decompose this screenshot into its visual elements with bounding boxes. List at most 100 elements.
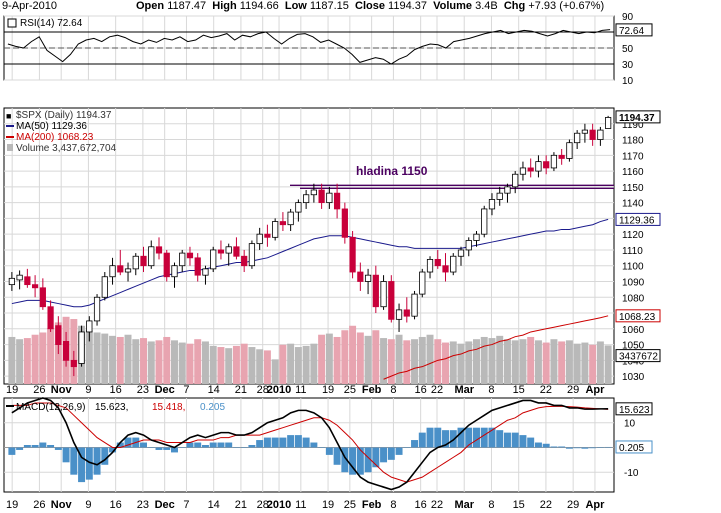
macd-histogram-bar <box>279 437 287 448</box>
candle <box>605 115 612 129</box>
volume-bar <box>527 336 535 384</box>
volume-value: 3.4B <box>475 0 498 12</box>
candle-body <box>109 265 116 278</box>
candle-body <box>388 281 395 320</box>
volume-bar <box>534 340 542 384</box>
candle <box>512 171 519 194</box>
volume-bar <box>465 341 473 384</box>
candle <box>550 152 558 172</box>
macd-histogram-bar <box>62 447 70 463</box>
x-tick-label: 15 <box>513 499 525 511</box>
candle <box>426 256 434 279</box>
candle <box>488 193 496 216</box>
candle <box>372 265 379 314</box>
x-tick-label: 23 <box>137 499 149 511</box>
volume-bar <box>364 335 372 384</box>
volume-bar <box>194 339 202 384</box>
candle-body <box>217 249 225 254</box>
candle-body <box>488 199 496 210</box>
x-tick-label: 25 <box>344 384 356 396</box>
volume-bar <box>109 335 117 384</box>
volume-bar <box>442 342 449 384</box>
price-tick-label: 1140 <box>622 199 644 210</box>
macd-histogram-bar <box>8 447 16 455</box>
candle-body <box>543 161 550 169</box>
volume-bar <box>302 345 310 384</box>
candle <box>481 205 488 238</box>
macd-histogram-bar <box>480 427 488 448</box>
candle <box>395 303 403 332</box>
volume-bar <box>147 341 155 384</box>
candle-body <box>450 255 457 273</box>
candle-body <box>574 132 581 144</box>
macd-histogram-bar <box>589 447 597 449</box>
volume-bar <box>232 345 240 384</box>
candle <box>39 278 46 310</box>
candle-body <box>403 309 410 317</box>
volume-bar <box>31 334 39 384</box>
candle <box>318 183 325 209</box>
candle <box>519 161 527 181</box>
macd-histogram-bar <box>287 435 295 448</box>
volume-bar <box>256 349 264 384</box>
candle <box>333 183 341 219</box>
volume-bar <box>395 334 403 384</box>
candle-body <box>16 274 23 281</box>
price-tag-box <box>615 349 661 363</box>
support-annotation: hladina 1150 <box>356 164 428 178</box>
macd-histogram-bar <box>124 437 132 448</box>
x-tick-label: 9 <box>85 499 91 511</box>
x-tick-label: 26 <box>33 499 45 511</box>
candle-body <box>519 167 527 175</box>
candle <box>78 325 85 367</box>
volume-bar <box>116 336 124 384</box>
volume-bar <box>596 341 604 384</box>
volume-bar <box>503 339 511 384</box>
macd-histogram-bar <box>271 437 279 448</box>
volume-bar <box>85 330 93 384</box>
candle <box>419 268 426 298</box>
volume-bar <box>480 336 488 384</box>
macd-histogram-bar <box>426 427 434 448</box>
volume-bar <box>426 334 434 384</box>
macd-histogram-bar <box>411 440 419 448</box>
macd-histogram-bar <box>186 442 194 448</box>
candle-body <box>31 284 39 289</box>
candle-body <box>589 129 596 140</box>
price-tag-box <box>615 110 661 124</box>
rsi-line <box>7 29 611 65</box>
candle-body <box>93 296 101 322</box>
x-tick-label: 9 <box>85 384 91 396</box>
candle <box>272 218 279 241</box>
macd-histogram-bar <box>318 447 326 448</box>
volume-bar <box>310 343 318 384</box>
high-label: High <box>212 0 237 12</box>
candle <box>132 253 139 276</box>
volume-bar <box>558 341 566 384</box>
price-tick-label: 1030 <box>622 372 645 383</box>
macd-value-tag-box <box>615 402 653 416</box>
candle <box>326 186 333 209</box>
candle <box>109 257 116 285</box>
macd-histogram-bar <box>201 445 209 448</box>
candle <box>388 275 395 323</box>
volume-bar <box>403 340 411 384</box>
x-tick-label: Feb <box>362 384 382 396</box>
candle <box>186 246 194 266</box>
macd-histogram-bar <box>356 447 364 475</box>
x-tick-label: Dec <box>155 384 175 396</box>
candle <box>171 262 178 288</box>
candle-body <box>465 240 472 251</box>
candle-body <box>78 331 85 364</box>
macd-histogram-bar <box>140 442 147 448</box>
candle-body <box>272 221 279 238</box>
candle <box>411 290 418 320</box>
x-tick-label: 7 <box>183 384 189 396</box>
candle-body <box>194 257 201 276</box>
candle-body <box>310 189 317 196</box>
volume-bar <box>511 340 519 384</box>
candle <box>558 149 565 165</box>
open-label: Open <box>136 0 165 12</box>
